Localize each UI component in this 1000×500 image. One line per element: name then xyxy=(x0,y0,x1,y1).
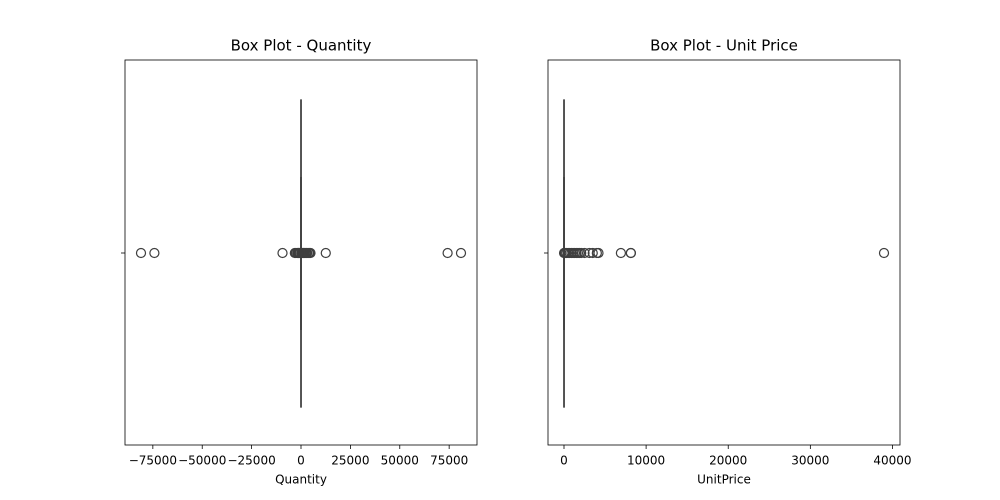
x-tick-label: 10000 xyxy=(627,454,665,468)
outlier xyxy=(587,247,598,259)
x-tick-label: −25000 xyxy=(227,454,275,468)
outlier xyxy=(305,247,316,259)
x-tick-label: 40000 xyxy=(873,454,911,468)
x-tick-label: 0 xyxy=(297,454,305,468)
axes-frame xyxy=(547,59,901,446)
axes-frame xyxy=(124,59,478,446)
x-axis-label: UnitPrice xyxy=(697,473,751,487)
x-tick-label: 50000 xyxy=(381,454,419,468)
chart-title: Box Plot - Unit Price xyxy=(650,37,798,55)
outlier xyxy=(625,247,636,259)
outlier xyxy=(442,247,453,259)
outlier xyxy=(579,247,590,259)
x-tick-label: −75000 xyxy=(129,454,177,468)
x-tick-label: 20000 xyxy=(709,454,747,468)
chart-title: Box Plot - Quantity xyxy=(231,37,372,55)
outlier xyxy=(593,247,604,259)
x-tick-label: −50000 xyxy=(178,454,226,468)
outlier xyxy=(149,247,160,259)
outlier xyxy=(615,247,627,259)
x-tick-label: 30000 xyxy=(791,454,829,468)
outlier xyxy=(135,247,147,259)
x-tick-label: 75000 xyxy=(430,454,468,468)
outlier xyxy=(320,247,331,259)
outlier xyxy=(576,247,587,259)
outlier xyxy=(277,247,288,259)
x-tick-label: 0 xyxy=(560,454,568,468)
x-tick-label: 25000 xyxy=(331,454,369,468)
x-axis-label: Quantity xyxy=(275,473,327,487)
outlier xyxy=(878,247,890,259)
outlier xyxy=(455,247,467,259)
